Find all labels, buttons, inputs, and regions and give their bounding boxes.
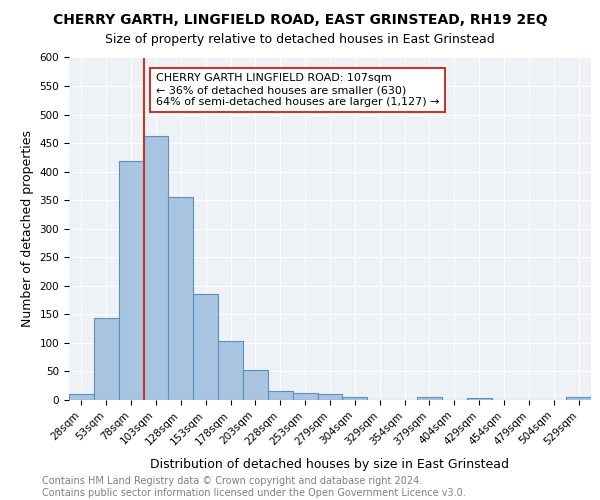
Bar: [218, 341, 243, 400]
Bar: [169, 198, 193, 400]
Bar: [467, 398, 491, 400]
Bar: [193, 294, 218, 400]
Bar: [343, 396, 367, 400]
Bar: [143, 136, 169, 400]
Text: CHERRY GARTH LINGFIELD ROAD: 107sqm
← 36% of detached houses are smaller (630)
6: CHERRY GARTH LINGFIELD ROAD: 107sqm ← 36…: [156, 74, 439, 106]
Bar: [317, 394, 343, 400]
Bar: [69, 394, 94, 400]
Bar: [268, 391, 293, 400]
Bar: [243, 370, 268, 400]
Bar: [119, 162, 143, 400]
Text: CHERRY GARTH, LINGFIELD ROAD, EAST GRINSTEAD, RH19 2EQ: CHERRY GARTH, LINGFIELD ROAD, EAST GRINS…: [53, 12, 547, 26]
Bar: [566, 397, 591, 400]
Text: Contains HM Land Registry data © Crown copyright and database right 2024.
Contai: Contains HM Land Registry data © Crown c…: [42, 476, 466, 498]
Bar: [293, 392, 317, 400]
Bar: [417, 397, 442, 400]
X-axis label: Distribution of detached houses by size in East Grinstead: Distribution of detached houses by size …: [151, 458, 509, 470]
Bar: [94, 318, 119, 400]
Y-axis label: Number of detached properties: Number of detached properties: [21, 130, 34, 327]
Text: Size of property relative to detached houses in East Grinstead: Size of property relative to detached ho…: [105, 32, 495, 46]
